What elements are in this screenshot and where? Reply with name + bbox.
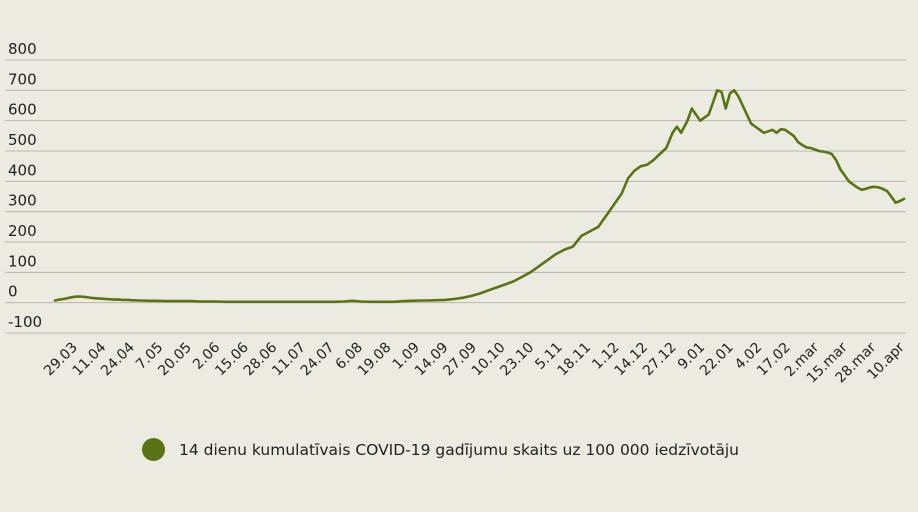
x-tick-label: 23.10 bbox=[497, 340, 537, 380]
x-tick-label: 27.12 bbox=[640, 340, 680, 380]
y-axis-ticks: 800 700 600 500 400 300 200 100 0 -100 bbox=[8, 40, 42, 331]
legend-label: 14 dienu kumulatīvais COVID-19 gadījumu … bbox=[179, 440, 739, 459]
series-line bbox=[53, 89, 906, 304]
y-tick-label: 400 bbox=[8, 161, 37, 179]
y-tick-label: 100 bbox=[8, 252, 37, 270]
y-tick-label: 500 bbox=[8, 131, 37, 149]
x-tick-label: 20.05 bbox=[155, 340, 195, 380]
y-tick-label: 700 bbox=[8, 70, 37, 88]
x-tick-label: 24.04 bbox=[98, 339, 138, 379]
grid bbox=[5, 59, 906, 334]
x-tick-label: 18.11 bbox=[554, 340, 594, 380]
y-tick-label: -100 bbox=[8, 313, 42, 331]
legend: 14 dienu kumulatīvais COVID-19 gadījumu … bbox=[142, 438, 739, 461]
y-tick-label: 300 bbox=[8, 192, 37, 210]
x-tick-label: 22.01 bbox=[697, 340, 737, 380]
legend-marker bbox=[142, 438, 165, 461]
y-tick-label: 200 bbox=[8, 222, 37, 240]
y-tick-label: 0 bbox=[8, 283, 18, 301]
series-layer bbox=[53, 89, 906, 304]
x-axis-ticks: 29.0311.0424.047.0520.052.0615.0628.0611… bbox=[41, 339, 908, 386]
y-tick-label: 800 bbox=[8, 40, 37, 58]
x-tick-label: 24.07 bbox=[298, 340, 338, 380]
y-tick-label: 600 bbox=[8, 101, 37, 119]
x-tick-label: 19.08 bbox=[355, 340, 395, 380]
